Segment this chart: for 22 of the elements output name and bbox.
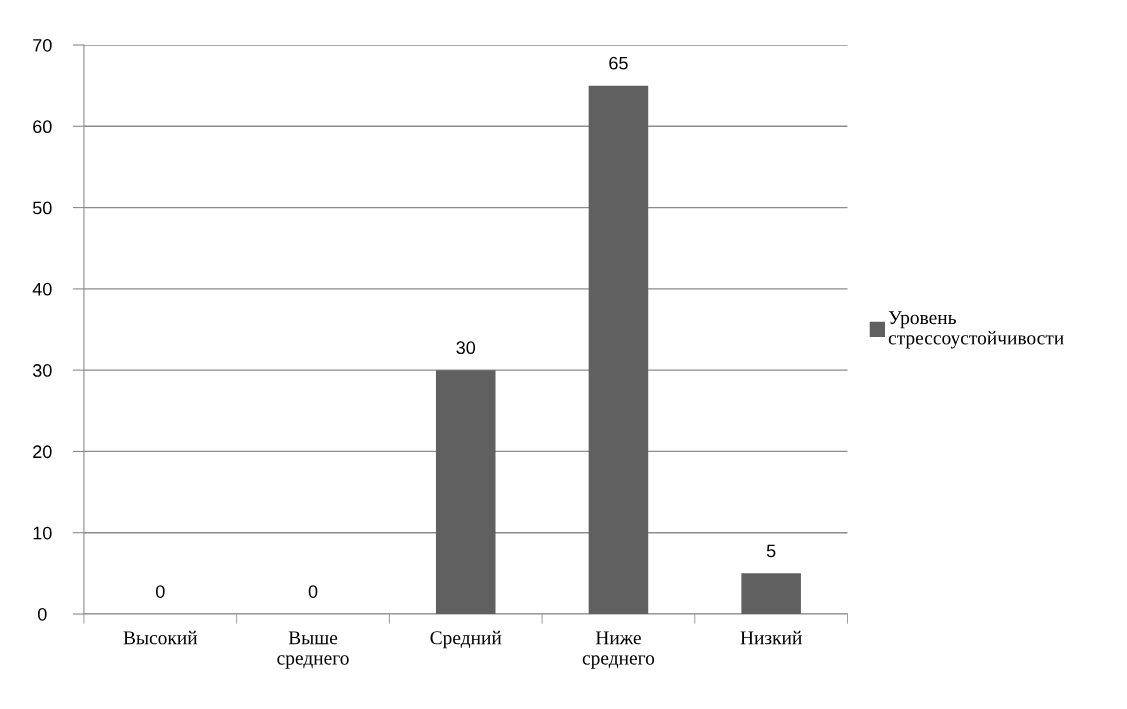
bar	[588, 85, 649, 614]
y-tick-label: 10	[33, 526, 52, 540]
x-tick-label: Высокий	[123, 630, 198, 645]
y-tick-label: 30	[32, 364, 52, 377]
y-tick-label: 40	[32, 282, 52, 296]
data-label: 5	[766, 544, 776, 558]
bar	[435, 370, 496, 614]
data-label: 0	[156, 585, 165, 598]
legend-label: Уровень стрессоустойчивости	[888, 311, 1064, 349]
x-tick-label: Ниже среднего	[582, 631, 655, 669]
x-tick-label: Средний	[430, 630, 502, 649]
y-tick-label: 50	[32, 201, 52, 215]
x-tick-label: Низкий	[740, 630, 802, 645]
x-tick-label: Выше среднего	[277, 631, 349, 669]
y-tick-label: 60	[33, 120, 52, 134]
data-label: 65	[609, 56, 628, 70]
y-tick-label: 0	[37, 607, 47, 621]
y-tick-label: 70	[33, 38, 52, 52]
data-label: 0	[308, 585, 318, 598]
data-label: 30	[456, 341, 476, 355]
bar	[741, 573, 801, 614]
y-tick-label: 20	[33, 445, 52, 459]
